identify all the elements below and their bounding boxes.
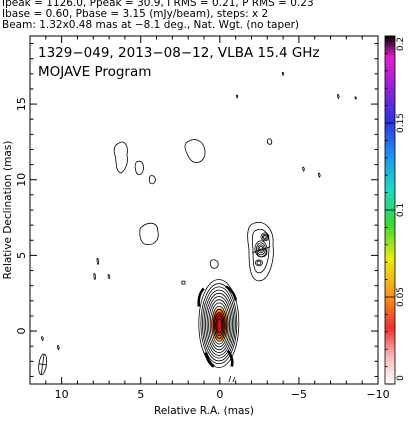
core-contour (209, 302, 229, 348)
core-contour (212, 308, 226, 342)
contour-group (38, 71, 357, 383)
core-contour (203, 289, 235, 359)
colorbar-tick-label: 0.15 (396, 113, 406, 133)
colorbar-tick-label: 0.1 (396, 203, 406, 217)
low-level-contour (134, 160, 144, 175)
y-tick-label: 10 (15, 173, 28, 187)
low-level-contour (354, 96, 357, 100)
colorbar-tick-label: 0.05 (396, 287, 406, 307)
core-contour (206, 296, 232, 353)
low-level-contour (302, 166, 305, 172)
knot-inner-contour (256, 242, 266, 256)
low-level-contour (181, 280, 186, 285)
x-tick-label: −10 (366, 388, 389, 401)
axis-tick-labels: 10 5 0 −5 −10 0 5 10 15 (15, 97, 390, 401)
x-tick-label: −5 (291, 388, 307, 401)
core-contour (200, 283, 238, 365)
header-line-3: Beam: 1.32x0.48 mas at −8.1 deg., Nat. W… (2, 19, 300, 31)
knot-marker (251, 246, 271, 254)
core-contour (208, 299, 231, 351)
core-contour (198, 279, 240, 368)
beam-major-axis (40, 353, 45, 375)
colorbar-tick-labels: 0 0.05 0.1 0.15 0.2 (396, 37, 406, 381)
y-tick-label: 0 (15, 328, 28, 335)
knot-outer-contour (247, 221, 274, 282)
colorbar-ticks (385, 35, 395, 385)
low-level-contour (209, 259, 219, 269)
inset-line-1: 1329−049, 2013−08−12, VLBA 15.4 GHz (38, 45, 320, 61)
low-level-contour (148, 175, 156, 185)
header-line-2: Ibase = 0.60, Pbase = 3.15 (mJy/beam), s… (2, 8, 269, 20)
core-contour-edge (197, 287, 205, 307)
low-level-contour (41, 336, 44, 342)
knot-upper-contour (260, 232, 270, 242)
colorbar-tick-label: 0 (396, 375, 406, 381)
y-tick-label: 15 (15, 97, 28, 111)
low-level-contour (281, 71, 285, 76)
core-contour (205, 292, 233, 356)
low-level-contour (113, 141, 128, 174)
low-level-contour (318, 172, 321, 178)
y-tick-label: 5 (15, 252, 28, 259)
knot-lower-contour (256, 260, 262, 266)
low-level-contour (236, 94, 239, 99)
low-level-contour (96, 258, 100, 266)
colorbar-tick-label: 0.2 (396, 37, 406, 51)
axis-ticks (29, 36, 379, 384)
header-line-1: Ipeak = 1126.0, Ppeak = 30.9, I RMS = 0.… (2, 0, 314, 9)
core-contour-edge (225, 285, 238, 301)
x-axis-label: Relative R.A. (mas) (154, 405, 254, 417)
inset-line-2: MOJAVE Program (38, 64, 151, 80)
low-level-contour (267, 138, 273, 145)
low-level-contour (337, 94, 340, 100)
y-axis-label: Relative Declination (mas) (2, 141, 14, 280)
core-contour-edge (204, 352, 215, 368)
knot-lower-contour (255, 259, 263, 267)
core-contour (211, 305, 228, 345)
core-contour-edge (226, 349, 234, 367)
core-contour (214, 312, 225, 339)
core-contour (215, 315, 224, 337)
knot-upper-contour (263, 235, 267, 239)
x-tick-label: 5 (137, 388, 144, 401)
knot-upper-contour (261, 233, 268, 240)
x-tick-label: 10 (55, 388, 69, 401)
core-contour (202, 286, 236, 362)
low-level-contour (184, 139, 206, 163)
low-level-contour (57, 345, 60, 351)
low-level-contour (93, 273, 96, 281)
low-level-contour (107, 274, 111, 279)
edge-contour (228, 375, 236, 383)
core-contour (216, 318, 223, 334)
knot-lower-contour (256, 248, 268, 258)
low-level-contour (139, 222, 159, 246)
x-tick-label: 0 (216, 388, 223, 401)
